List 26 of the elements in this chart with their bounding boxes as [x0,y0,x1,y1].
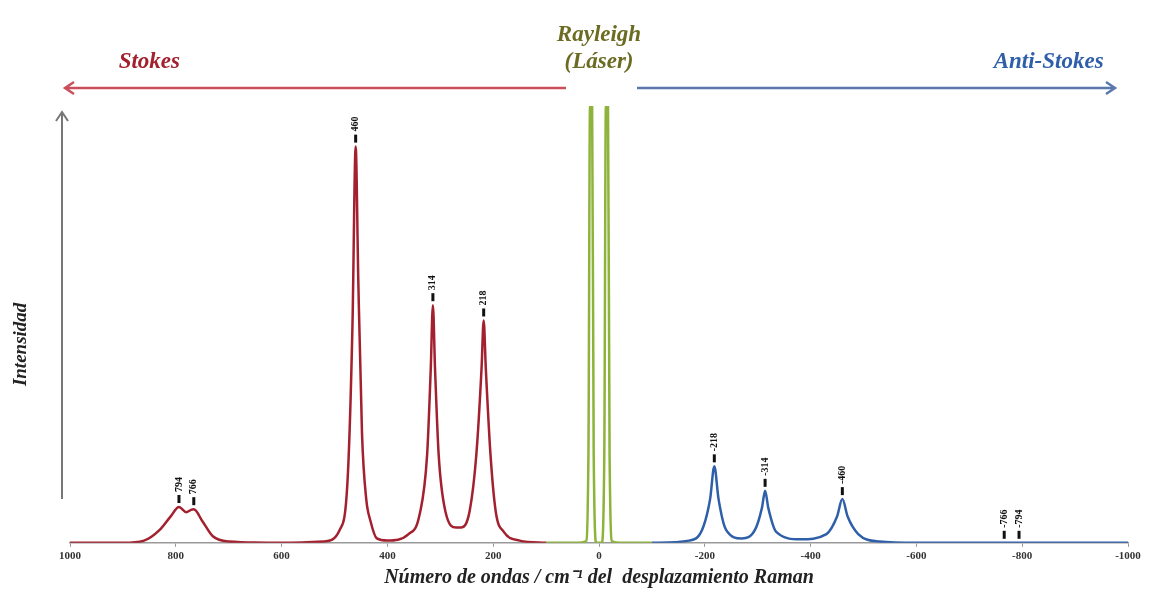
annotation: -314 [758,457,770,476]
annotation: -794 [1012,509,1024,528]
x-tick-label: -600 [906,549,927,562]
x-axis-title: Número de ondas / cm⁻¹ del desplazamiento Raman [383,565,814,589]
annotation: 314 [426,275,438,291]
annotation: 794 [172,476,184,492]
x-tick-label: 600 [273,549,291,562]
x-tick-label: 200 [484,549,502,562]
text: Anti-Stokes [991,48,1104,73]
x-tick-label: -400 [800,549,822,562]
annotation: -218 [707,433,719,452]
annotation: 766 [187,479,199,495]
x-tick-label: -200 [694,549,716,562]
annotation: -460 [835,465,847,485]
x-tick-label: 0 [596,549,603,562]
annotation: 218 [477,290,489,306]
annotation: 460 [349,116,361,132]
annotation: -766 [997,509,1009,528]
y-axis-title: Intensidad [9,302,30,388]
text: Stokes [118,48,181,73]
text: Rayleigh (Láser) [555,21,642,73]
x-tick-label: -1000 [1115,549,1142,562]
x-tick-label: 1000 [59,549,82,562]
x-tick-label: 400 [379,549,397,562]
x-tick-label: -800 [1012,549,1033,562]
x-tick-label: 800 [167,549,185,562]
